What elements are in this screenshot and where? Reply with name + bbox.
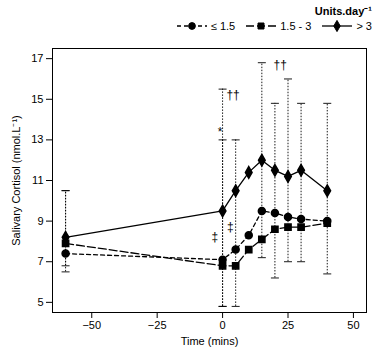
svg-text:25: 25 [282,319,294,331]
html-text:Units.day⁻¹: Units.day⁻¹ [314,5,372,17]
svg-text:11: 11 [32,174,43,186]
svg-text:50: 50 [347,319,359,331]
svg-text:17: 17 [31,52,43,64]
svg-text:*: * [218,125,223,139]
html-text:≤ 1.5: ≤ 1.5 [210,20,236,32]
html-text:> 3: > 3 [356,20,372,32]
svg-text:5: 5 [37,296,43,308]
svg-text:††: †† [273,58,286,72]
svg-text:9: 9 [37,215,43,227]
svg-text:13: 13 [31,133,43,145]
svg-text:0: 0 [220,319,226,331]
svg-text:−50: −50 [82,319,101,331]
svg-text:Salivary Cortisol (nmol.L⁻¹): Salivary Cortisol (nmol.L⁻¹) [10,115,22,246]
svg-text:Time (mins): Time (mins) [181,335,239,347]
svg-text:††: †† [226,88,239,102]
html-text:1.5 - 3: 1.5 - 3 [280,20,312,32]
svg-text:‡: ‡ [211,230,218,244]
svg-text:7: 7 [37,255,43,267]
svg-text:15: 15 [31,93,43,105]
svg-text:‡: ‡ [227,220,234,234]
svg-text:−25: −25 [148,319,167,331]
